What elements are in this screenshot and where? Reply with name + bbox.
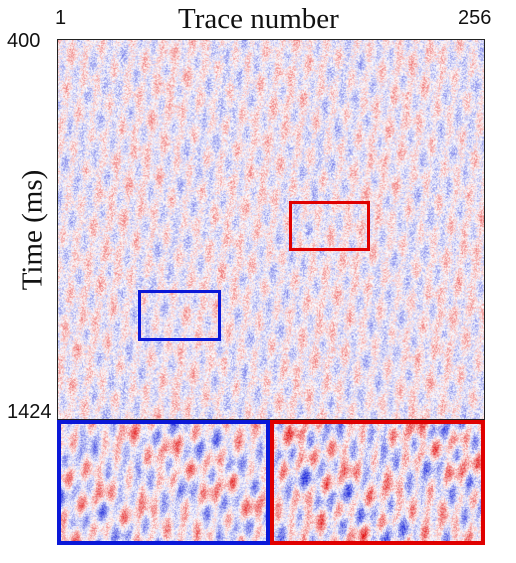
blue-zoom-image — [61, 424, 266, 541]
x-axis-title: Trace number — [178, 3, 339, 35]
seismic-section-image — [58, 40, 484, 419]
y-axis-title: Time (ms) — [16, 169, 49, 291]
red-zoom-image — [274, 424, 481, 541]
y-axis-bottom-label: 1424 — [7, 401, 52, 423]
x-axis-start-label: 1 — [55, 7, 67, 29]
x-axis-end-label: 256 — [458, 7, 492, 29]
seismic-section-panel — [57, 39, 485, 420]
red-zoom-panel — [270, 420, 485, 545]
blue-zoom-panel — [57, 420, 270, 545]
y-axis-top-label: 400 — [7, 30, 41, 52]
